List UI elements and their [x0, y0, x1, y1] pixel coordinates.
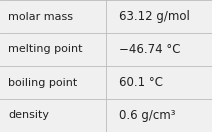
- Text: −46.74 °C: −46.74 °C: [119, 43, 180, 56]
- Text: melting point: melting point: [8, 44, 83, 55]
- Text: molar mass: molar mass: [8, 11, 74, 22]
- Text: density: density: [8, 110, 49, 121]
- Text: 0.6 g/cm³: 0.6 g/cm³: [119, 109, 175, 122]
- Text: 63.12 g/mol: 63.12 g/mol: [119, 10, 190, 23]
- Text: boiling point: boiling point: [8, 77, 78, 88]
- Text: 60.1 °C: 60.1 °C: [119, 76, 163, 89]
